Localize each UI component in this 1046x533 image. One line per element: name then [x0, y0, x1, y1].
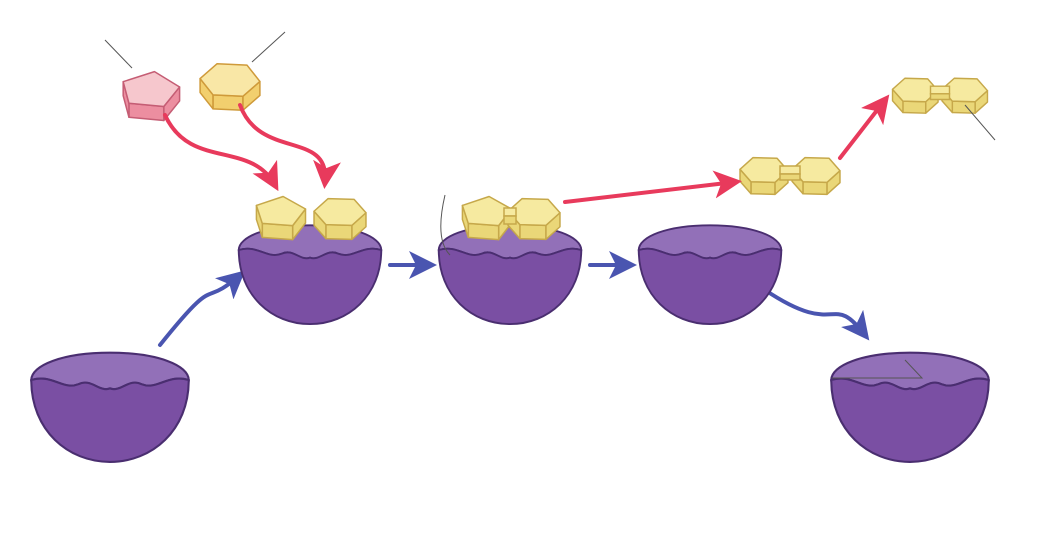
flow-arrow	[565, 182, 735, 202]
enzyme-bound-2	[439, 225, 582, 324]
enzyme-end	[831, 353, 989, 462]
product-released	[893, 78, 988, 113]
substrate-pentagon	[123, 72, 179, 121]
substrate-hexagon	[200, 64, 260, 111]
flow-arrow	[840, 100, 885, 158]
enzyme-start	[31, 353, 189, 462]
flow-arrow	[165, 115, 275, 185]
leader-line	[252, 32, 285, 62]
leader-line	[965, 105, 995, 140]
enzyme-bound-1	[239, 225, 382, 324]
enzyme-diagram	[0, 0, 1046, 533]
flow-arrow	[240, 105, 325, 182]
flow-arrow	[765, 290, 865, 335]
enzyme-open	[639, 225, 782, 324]
flow-arrow	[160, 275, 240, 345]
leader-line	[105, 40, 132, 68]
product-leaving	[740, 158, 840, 195]
